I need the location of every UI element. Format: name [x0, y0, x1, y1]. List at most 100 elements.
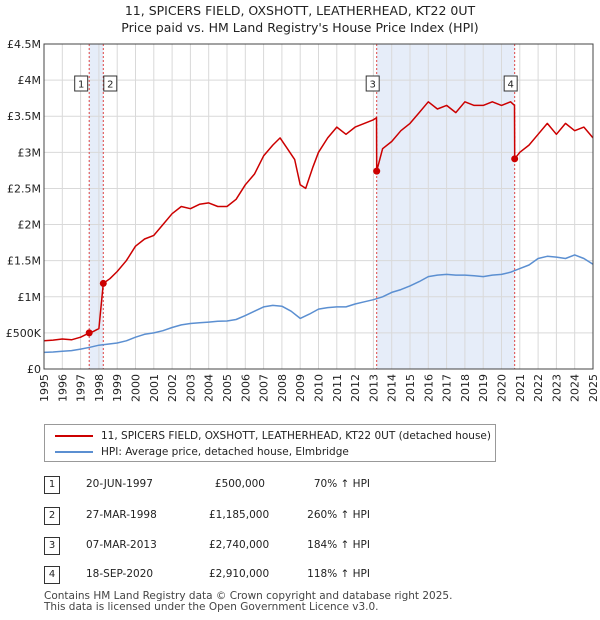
- sale-date: 27-MAR-1998: [86, 509, 157, 521]
- sale-labels: 1 2 3 4: [74, 75, 518, 92]
- sale-point: [85, 329, 93, 337]
- footer-attribution: Contains HM Land Registry data © Crown c…: [44, 591, 452, 613]
- sale-number-badge: 4: [44, 566, 60, 584]
- x-tick-label: 2002: [166, 374, 179, 402]
- x-tick-label: 2006: [239, 374, 252, 402]
- x-tick-labels: 1995 1996 1997 1998 1999 2000 2001 2002 2003 2004…: [38, 374, 600, 402]
- y-tick-label: £4M: [18, 74, 42, 87]
- sale-label-number: 2: [107, 80, 113, 91]
- sale-row: 4 18-SEP-2020 £2,910,000 118% ↑ HPI: [44, 566, 404, 584]
- x-tick-label: 2010: [313, 374, 326, 402]
- legend-label-hpi: HPI: Average price, detached house, Elmb…: [101, 446, 349, 458]
- highlight-span: [376, 44, 515, 369]
- highlight-span: [89, 44, 104, 369]
- x-tick-label: 2008: [276, 374, 289, 402]
- footer-line1: Contains HM Land Registry data © Crown c…: [44, 590, 453, 602]
- sale-markers: [85, 155, 519, 337]
- x-tick-label: 2018: [459, 374, 472, 402]
- sale-label-number: 4: [507, 80, 513, 91]
- x-tick-label: 2009: [294, 374, 307, 402]
- chart-title: 11, SPICERS FIELD, OXSHOTT, LEATHERHEAD,…: [0, 2, 600, 36]
- sale-label-number: 1: [78, 80, 84, 91]
- sale-label-box: 3: [365, 75, 380, 92]
- x-tick-label: 2000: [130, 374, 143, 402]
- x-tick-label: 2004: [203, 374, 216, 402]
- x-tick-label: 2012: [349, 374, 362, 402]
- sale-label-border: [365, 75, 380, 92]
- x-tick-label: 2023: [550, 374, 563, 402]
- x-tick-label: 2025: [587, 374, 600, 402]
- sale-label-border: [503, 75, 518, 92]
- sale-price: £2,740,000: [209, 539, 270, 551]
- sale-label-box: 1: [74, 75, 89, 92]
- x-tick-label: 2014: [386, 374, 399, 402]
- y-tick-label: £1.5M: [7, 255, 41, 268]
- y-tick-label: £0: [27, 363, 41, 376]
- sale-point: [99, 279, 107, 287]
- y-tick-label: £3M: [18, 146, 42, 159]
- legend: 11, SPICERS FIELD, OXSHOTT, LEATHERHEAD,…: [44, 424, 496, 462]
- x-tick-label: 2016: [422, 374, 435, 402]
- x-tick-label: 2019: [477, 374, 490, 402]
- y-tick-label: £500K: [6, 327, 42, 340]
- axes: [43, 43, 594, 370]
- sale-number-badge: 3: [44, 537, 60, 555]
- chart-subtitle: Price paid vs. HM Land Registry's House …: [121, 20, 479, 35]
- sale-label-box: 2: [103, 75, 118, 92]
- x-tick-label: 2011: [331, 374, 344, 402]
- x-tick-label: 1996: [56, 374, 69, 402]
- plot-border: [43, 43, 594, 370]
- x-tick-label: 2020: [496, 374, 509, 402]
- x-tick-label: 2017: [441, 374, 454, 402]
- series-lines: [43, 101, 594, 354]
- x-tick-label: 2007: [258, 374, 271, 402]
- y-tick-label: £3.5M: [7, 110, 41, 123]
- legend-item-property: 11, SPICERS FIELD, OXSHOTT, LEATHERHEAD,…: [55, 428, 491, 444]
- sale-date: 18-SEP-2020: [86, 568, 154, 580]
- sale-label-number: 3: [370, 80, 376, 91]
- x-tick-label: 1995: [38, 374, 51, 402]
- sale-point: [511, 155, 519, 163]
- x-tick-label: 1998: [93, 374, 106, 402]
- sale-number-badge: 2: [44, 507, 60, 525]
- y-tick-label: £1M: [18, 291, 42, 304]
- x-tick-label: 2013: [367, 374, 380, 402]
- hpi-series-line: [43, 254, 594, 354]
- sale-number-badge: 1: [44, 476, 60, 494]
- y-tick-label: £4.5M: [7, 38, 41, 51]
- x-tick-label: 2024: [569, 374, 582, 402]
- sale-date: 20-JUN-1997: [86, 478, 153, 490]
- sale-label-border: [103, 75, 118, 92]
- sale-row: 1 20-JUN-1997 £500,000 70% ↑ HPI: [44, 476, 404, 494]
- x-tick-label: 1999: [111, 374, 124, 402]
- y-tick-labels: £0 £500K £1M £1.5M £2M £2.5M £3M £3.5M £4M £4.5M: [6, 38, 42, 376]
- sale-price: £2,910,000: [209, 568, 270, 580]
- chart-title-line1: 11, SPICERS FIELD, OXSHOTT, LEATHERHEAD,…: [124, 3, 476, 18]
- footer-line2: This data is licensed under the Open Gov…: [44, 601, 379, 613]
- sale-point: [373, 167, 381, 175]
- sale-row: 3 07-MAR-2013 £2,740,000 184% ↑ HPI: [44, 537, 404, 555]
- sale-hpi-change: 70% ↑ HPI: [313, 478, 370, 490]
- sale-label-box: 4: [503, 75, 518, 92]
- x-tick-label: 2003: [184, 374, 197, 402]
- legend-item-hpi: HPI: Average price, detached house, Elmb…: [55, 444, 349, 460]
- y-tick-label: £2M: [18, 219, 42, 232]
- sale-hpi-change: 118% ↑ HPI: [307, 568, 370, 580]
- legend-swatch-property: [55, 435, 93, 437]
- legend-swatch-hpi: [55, 451, 93, 453]
- sale-date: 07-MAR-2013: [86, 539, 157, 551]
- x-tick-label: 2001: [148, 374, 161, 402]
- x-tick-label: 2005: [221, 374, 234, 402]
- sale-label-border: [74, 75, 89, 92]
- sale-price: £1,185,000: [209, 509, 270, 521]
- x-tick-label: 1997: [75, 374, 88, 402]
- sale-row: 2 27-MAR-1998 £1,185,000 260% ↑ HPI: [44, 507, 404, 525]
- y-tick-label: £2.5M: [7, 182, 41, 195]
- x-tick-label: 2015: [404, 374, 417, 402]
- property-series-line: [43, 101, 594, 342]
- legend-label-property: 11, SPICERS FIELD, OXSHOTT, LEATHERHEAD,…: [101, 430, 491, 442]
- sale-hpi-change: 184% ↑ HPI: [307, 539, 370, 551]
- sale-hpi-change: 260% ↑ HPI: [307, 509, 370, 521]
- x-tick-label: 2021: [514, 374, 527, 402]
